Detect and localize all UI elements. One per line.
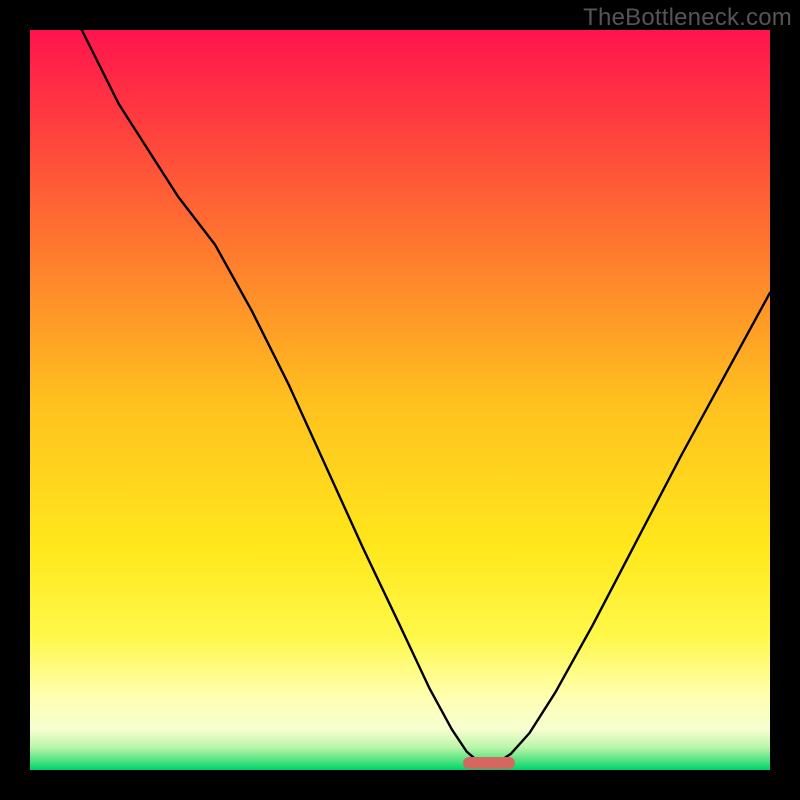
watermark-text: TheBottleneck.com <box>583 4 792 32</box>
bottleneck-curve-chart <box>30 30 770 770</box>
optimal-zone-marker <box>463 757 515 769</box>
gradient-background <box>30 30 770 770</box>
chart-frame: TheBottleneck.com <box>0 0 800 800</box>
plot-area <box>30 30 770 770</box>
